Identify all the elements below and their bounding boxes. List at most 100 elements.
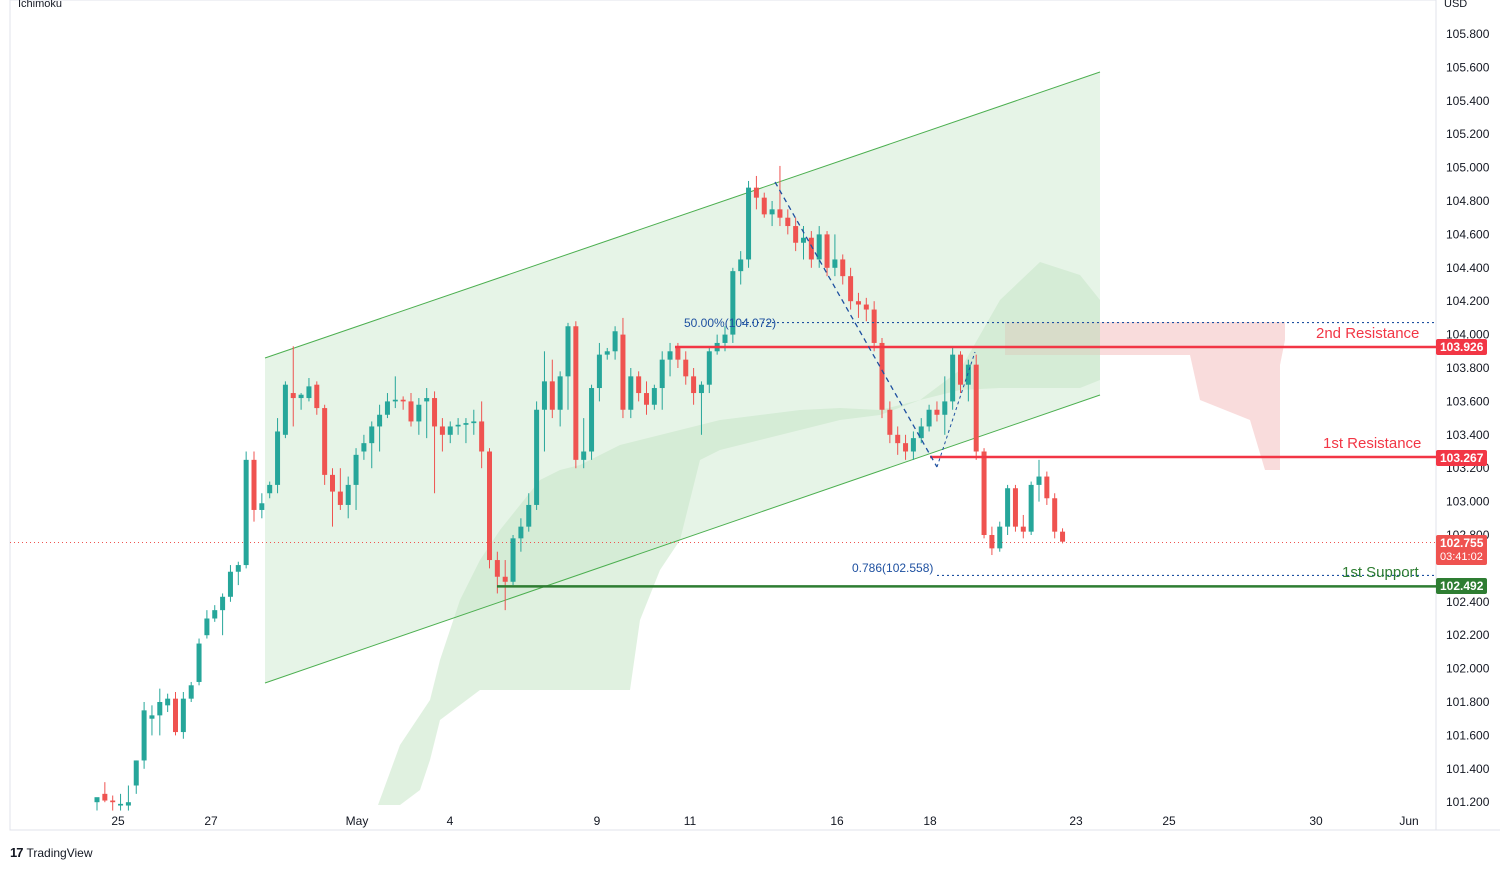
candle-body	[345, 484, 351, 505]
candle-body	[934, 409, 940, 415]
candle-body	[494, 560, 500, 577]
candle-body	[769, 209, 775, 215]
tradingview-logo-icon: 17	[10, 845, 24, 860]
candle-body	[165, 698, 171, 706]
candle-body	[557, 376, 563, 410]
candle-body	[94, 797, 100, 803]
candle-body	[361, 443, 367, 452]
candle-body	[463, 423, 469, 425]
support-1-label: 1st Support	[1342, 564, 1419, 581]
candle-body	[510, 538, 516, 582]
candle-body	[1060, 531, 1066, 542]
y-tick-label: 101.200	[1446, 795, 1490, 809]
candle-body	[455, 424, 461, 427]
support-1-price-tag: 102.492	[1436, 578, 1488, 594]
candle-body	[384, 401, 390, 415]
fib-786-label: 0.786(102.558)	[852, 561, 934, 575]
candle-body	[259, 503, 265, 510]
candle-body	[227, 571, 233, 597]
fib-50-label: 50.00%(104.072)	[684, 316, 777, 330]
y-tick-label: 103.800	[1446, 361, 1490, 375]
candle-body	[408, 401, 414, 422]
brand-name: TradingView	[26, 845, 93, 860]
candle-body	[675, 347, 681, 360]
candle-body	[808, 237, 814, 260]
candle-body	[573, 326, 579, 460]
fib-swing-down-line	[774, 181, 938, 468]
y-tick-label: 104.800	[1446, 194, 1490, 208]
candle-body	[801, 237, 806, 243]
candle-body	[855, 301, 861, 305]
candle-body	[377, 414, 383, 427]
bar-countdown: 03:41:02	[1440, 551, 1483, 563]
candle-body	[196, 643, 202, 682]
y-tick-label: 102.200	[1446, 628, 1490, 642]
y-tick-label: 104.400	[1446, 261, 1490, 275]
candle-body	[1052, 498, 1058, 532]
resistance-2-price-tag: 103.926	[1436, 339, 1488, 355]
tradingview-brand: 17 TradingView	[10, 845, 93, 860]
candle-body	[157, 702, 163, 716]
candle-body	[337, 491, 343, 505]
candle-body	[1012, 488, 1018, 527]
candle-body	[863, 304, 869, 310]
y-tick-label: 105.800	[1446, 27, 1490, 41]
candle-body	[871, 309, 877, 343]
candle-body	[824, 234, 830, 268]
y-tick-label: 105.600	[1446, 60, 1490, 74]
candle-body	[659, 359, 665, 389]
y-tick-label: 103.600	[1446, 394, 1490, 408]
candle-body	[612, 331, 618, 352]
candle-body	[926, 409, 932, 427]
candle-body	[243, 459, 249, 566]
candle-body	[636, 376, 642, 394]
y-tick-label: 104.600	[1446, 227, 1490, 241]
candle-body	[306, 386, 312, 399]
candle-body	[761, 197, 767, 215]
candle-body	[644, 393, 649, 405]
y-tick-label: 105.400	[1446, 94, 1490, 108]
fib-swing-up-line	[936, 351, 976, 468]
candle-body	[565, 326, 571, 377]
candle-body	[416, 404, 422, 422]
candle-body	[596, 354, 602, 389]
y-tick-label: 103.400	[1446, 428, 1490, 442]
x-tick-label: 11	[684, 814, 697, 828]
candle-body	[180, 698, 186, 733]
resistance-2-label: 2nd Resistance	[1316, 325, 1420, 342]
candle-body	[102, 793, 108, 801]
candle-body	[204, 618, 210, 636]
x-tick-label: 18	[923, 814, 937, 828]
candle-body	[965, 364, 971, 385]
channel-upper-line	[264, 71, 1101, 359]
y-tick-label: 101.600	[1446, 728, 1490, 742]
candle-body	[1036, 476, 1042, 485]
candle-body	[541, 381, 547, 410]
candle-body	[251, 459, 257, 510]
current-price: 102.755	[1440, 536, 1484, 550]
x-tick-label: 25	[111, 814, 125, 828]
candle-body	[447, 426, 453, 435]
candle-body	[581, 451, 587, 460]
resistance-1-price-tag: 103.267	[1436, 450, 1488, 466]
candle-body	[141, 710, 147, 761]
y-tick-label: 105.000	[1446, 161, 1490, 175]
candle-body	[683, 359, 689, 377]
candle-body	[173, 698, 178, 733]
candle-body	[400, 399, 406, 402]
candle-body	[903, 443, 909, 452]
candle-body	[282, 384, 288, 435]
ichimoku-cloud-bearish	[1005, 322, 1285, 470]
y-tick-label: 103.000	[1446, 495, 1490, 509]
candle-body	[989, 535, 995, 549]
x-tick-label: 30	[1309, 814, 1323, 828]
x-tick-label: 9	[594, 814, 601, 828]
candle-body	[895, 434, 901, 444]
candle-body	[651, 388, 657, 405]
y-tick-label: 105.200	[1446, 127, 1490, 141]
candle-body	[910, 438, 916, 452]
x-tick-label: 27	[204, 814, 218, 828]
x-tick-label: Jun	[1399, 814, 1418, 828]
candle-body	[330, 474, 335, 492]
